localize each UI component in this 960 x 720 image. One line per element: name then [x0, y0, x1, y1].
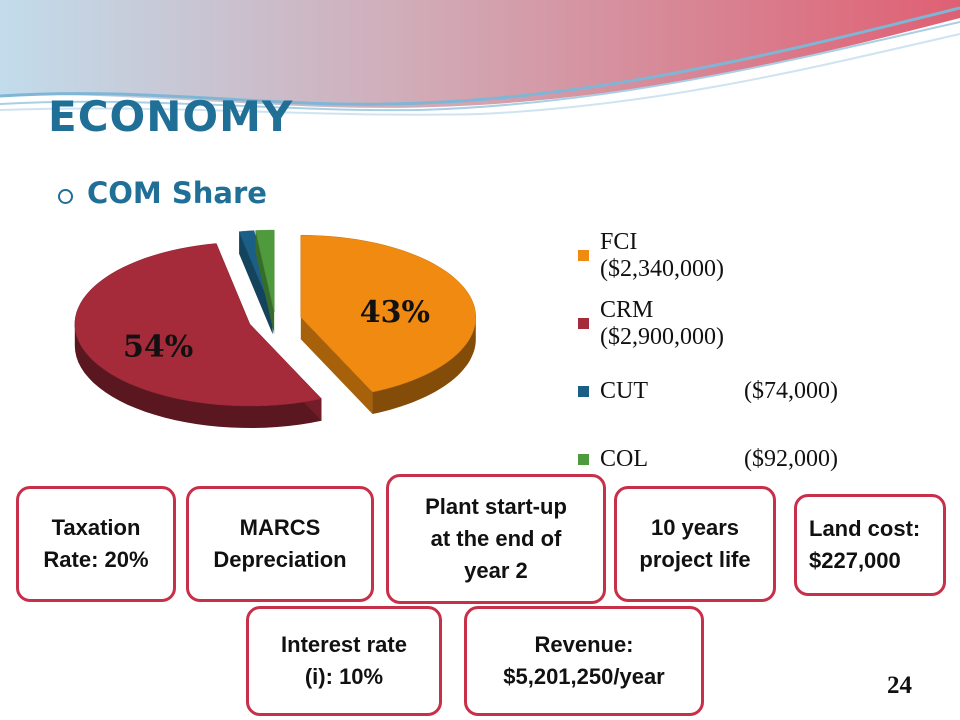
legend-item: FCI ($2,340,000)	[578, 229, 838, 282]
legend-swatch	[578, 386, 589, 397]
legend-item: CRM ($2,900,000)	[578, 297, 838, 350]
pie-slice-edge	[300, 317, 373, 415]
slide-title: ECONOMY	[48, 92, 294, 141]
pie-slice-top	[300, 234, 477, 393]
land-cost-card: Land cost: $227,000	[794, 494, 946, 596]
header-wave-decoration	[0, 0, 960, 116]
legend-label: CUT	[600, 378, 648, 404]
bullet-circle-icon	[58, 188, 73, 204]
pie-slice-wall	[372, 317, 476, 414]
legend-swatch	[578, 318, 589, 329]
pie-slice-top	[238, 230, 273, 313]
pie-slice-edge	[255, 230, 275, 335]
legend-value: ($74,000)	[744, 378, 838, 404]
legend-label: CRM ($2,900,000)	[600, 296, 724, 350]
project-life-card: 10 years project life	[614, 486, 776, 602]
legend-swatch	[578, 250, 589, 261]
plant-startup-card: Plant start-up at the end of year 2	[386, 474, 606, 604]
legend-item: COL ($92,000)	[578, 442, 838, 477]
pie-slice-wall	[74, 324, 322, 428]
pie-slice-0	[300, 234, 477, 415]
legend-item: CUT ($74,000)	[578, 374, 838, 409]
pie-slice-1	[74, 243, 322, 428]
page-number: 24	[887, 672, 912, 699]
legend-value: ($92,000)	[744, 446, 838, 472]
slide-subtitle: COM Share	[87, 176, 267, 210]
pie-slice-3	[255, 229, 275, 335]
legend-label: FCI ($2,340,000)	[600, 228, 724, 282]
chart-legend: FCI ($2,340,000) CRM ($2,900,000) CUT ($74,…	[578, 229, 838, 510]
pie-slice-top	[255, 229, 275, 313]
taxation-card: Taxation Rate: 20%	[16, 486, 176, 602]
legend-label: COL	[600, 446, 648, 472]
pie-data-label: 54%	[123, 330, 193, 365]
subtitle-bullet: COM Share	[58, 176, 267, 210]
pie-slice-edge	[239, 231, 273, 335]
pie-slice-top	[74, 243, 322, 407]
pie-data-label: 43%	[360, 295, 430, 330]
revenue-card: Revenue: $5,201,250/year	[464, 606, 704, 716]
marcs-card: MARCS Depreciation	[186, 486, 374, 602]
legend-swatch	[578, 454, 589, 465]
interest-rate-card: Interest rate (i): 10%	[246, 606, 442, 716]
com-share-pie-chart: 43% 54%	[74, 229, 477, 428]
